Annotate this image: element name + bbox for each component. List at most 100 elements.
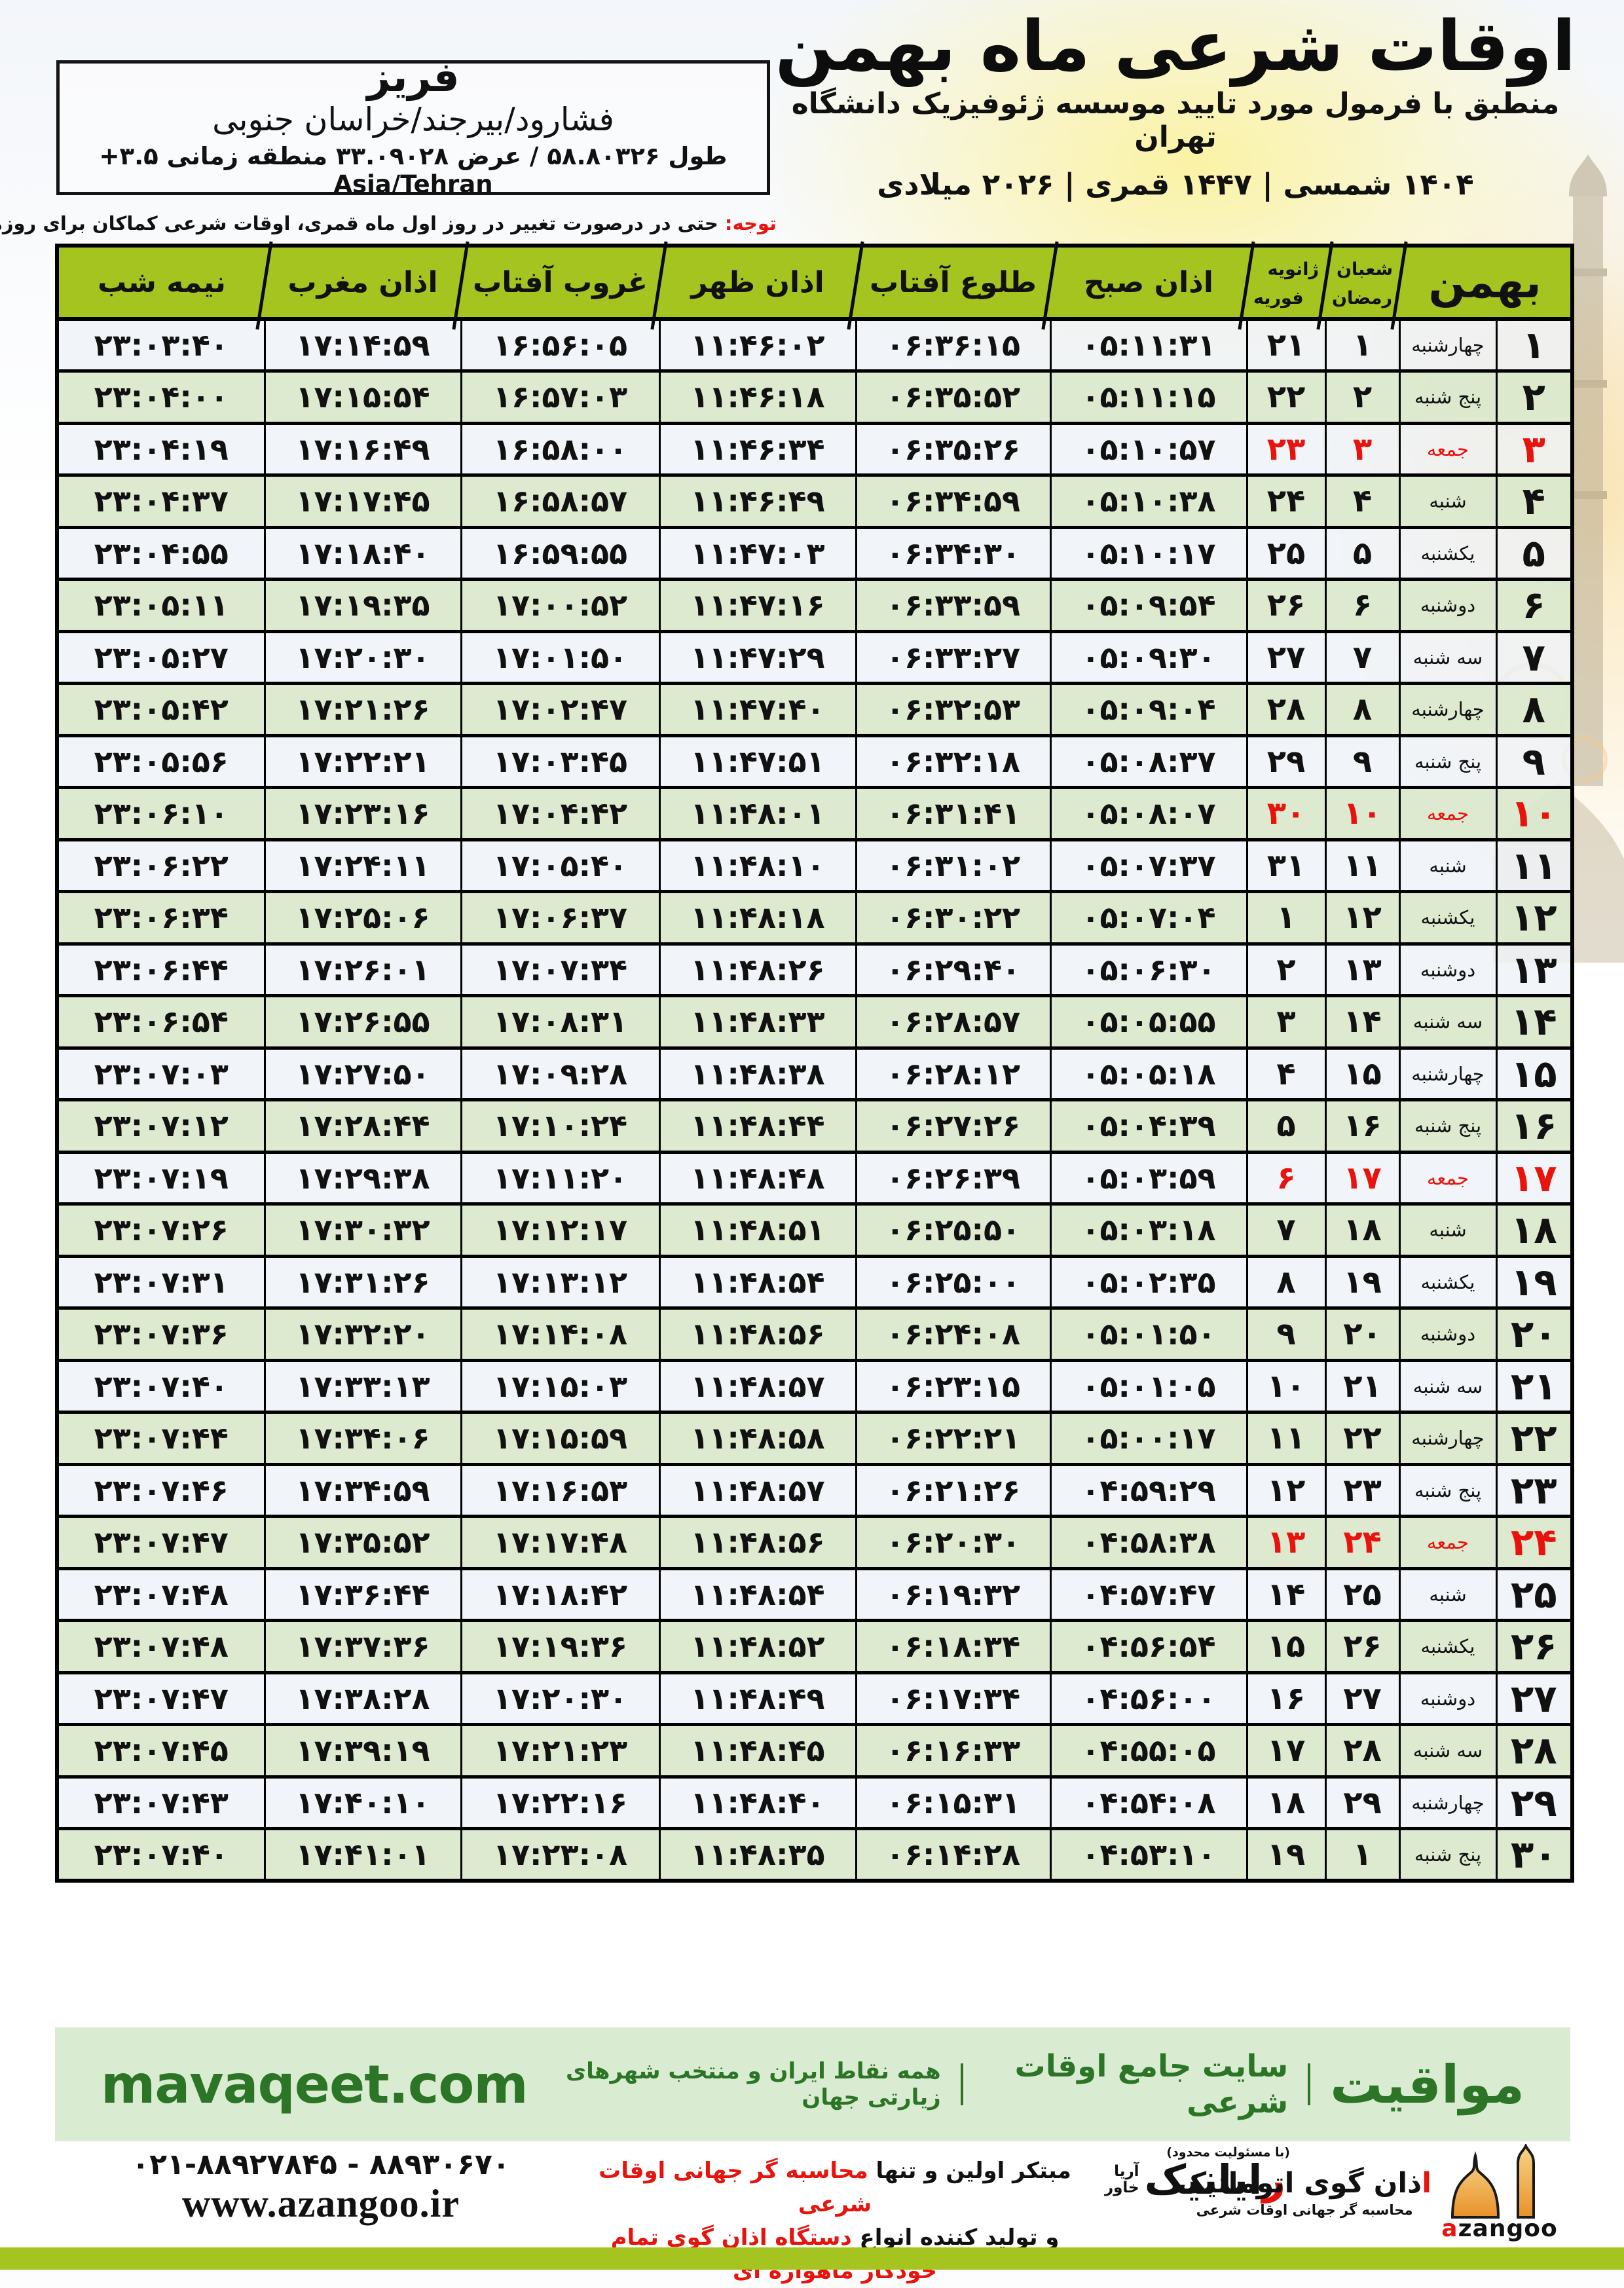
sunrise-time-cell: ۰۶:۲۶:۳۹ [855,1150,1052,1206]
table-row: ۲۷ دوشنبه ۲۷ ۱۶ ۰۴:۵۶:۰۰ ۰۶:۱۷:۳۴ ۱۱:۴۸:… [56,1670,1574,1726]
bahman-day-cell: ۶ [1495,578,1574,633]
table-header: بهمن شعبان رمضان ژانویه فوریه اذان صبح ط… [57,241,1572,330]
midnight-time-cell: ۲۳:۰۷:۱۹ [56,1150,266,1206]
bahman-day-cell: ۲۶ [1495,1619,1574,1674]
midnight-time-cell: ۲۳:۰۷:۲۶ [56,1202,266,1258]
lunar-day-cell: ۲۳ [1324,1462,1401,1518]
fajr-time-cell: ۰۵:۰۷:۳۷ [1049,838,1248,893]
notice-text: حتی در درصورت تغییر در روز اول ماه قمری،… [0,212,718,234]
dhuhr-time-cell: ۱۱:۴۸:۱۰ [658,838,857,893]
sunrise-time-cell: ۰۶:۲۴:۰۸ [855,1306,1052,1362]
bahman-day-cell: ۴ [1495,473,1574,529]
midnight-time-cell: ۲۳:۰۷:۴۸ [56,1566,266,1622]
dhuhr-time-cell: ۱۱:۴۶:۳۴ [658,421,857,477]
bahman-day-cell: ۱۷ [1495,1150,1574,1206]
dhuhr-time-cell: ۱۱:۴۸:۴۵ [658,1723,857,1779]
column-header-month: بهمن [1390,241,1572,330]
midnight-time-cell: ۲۳:۰۷:۱۲ [56,1098,266,1154]
location-box: فریز فشارود/بیرجند/خراسان جنوبی طول ۵۸.۸… [56,53,770,198]
maghrib-time-cell: ۱۷:۲۲:۲۱ [263,733,462,789]
midnight-time-cell: ۲۳:۰۷:۴۶ [56,1462,266,1518]
gregorian-day-cell: ۱ [1246,890,1327,946]
fajr-time-cell: ۰۵:۰۱:۰۵ [1049,1358,1248,1414]
fajr-time-cell: ۰۴:۵۶:۵۴ [1049,1619,1248,1674]
fajr-time-cell: ۰۵:۰۹:۵۴ [1049,578,1248,633]
times-table-body: ۱ چهارشنبه ۱ ۲۱ ۰۵:۱۱:۳۱ ۰۶:۳۶:۱۵ ۱۱:۴۶:… [56,317,1574,1883]
sunset-time-cell: ۱۷:۲۲:۱۶ [460,1775,661,1830]
maghrib-time-cell: ۱۷:۳۱:۲۶ [263,1254,462,1310]
sunset-time-cell: ۱۷:۱۹:۳۶ [460,1619,661,1674]
bahman-day-cell: ۲۹ [1495,1775,1574,1830]
sunset-time-cell: ۱۷:۰۴:۴۲ [460,786,661,841]
fajr-time-cell: ۰۵:۱۰:۱۷ [1049,525,1248,581]
sunset-time-cell: ۱۷:۱۴:۰۸ [460,1306,661,1362]
gregorian-day-cell: ۱۲ [1246,1462,1327,1518]
gregorian-day-cell: ۲۸ [1246,682,1327,737]
rayanik-wordmark: رایانیک [1144,2156,1286,2204]
description-line-1: مبتکر اولین و تنها محاسبه گر جهانی اوقات… [599,2158,1071,2217]
weekday-cell: چهارشنبه [1398,1411,1498,1466]
mavaqeet-url: mavaqeet.com [101,2054,528,2115]
sunrise-time-cell: ۰۶:۲۵:۵۰ [855,1202,1052,1258]
maghrib-time-cell: ۱۷:۲۰:۳۰ [263,629,462,685]
lunar-day-cell: ۲۶ [1324,1619,1401,1674]
table-row: ۳۰ پنج شنبه ۱ ۱۹ ۰۴:۵۳:۱۰ ۰۶:۱۴:۲۸ ۱۱:۴۸… [56,1827,1574,1883]
sunset-time-cell: ۱۷:۱۶:۵۳ [460,1462,661,1518]
table-row: ۲۶ یکشنبه ۲۶ ۱۵ ۰۴:۵۶:۵۴ ۰۶:۱۸:۳۴ ۱۱:۴۸:… [56,1619,1574,1674]
weekday-cell: پنج شنبه [1398,1827,1498,1883]
fajr-time-cell: ۰۵:۱۰:۳۸ [1049,473,1248,529]
gregorian-day-cell: ۹ [1246,1306,1327,1362]
sunrise-time-cell: ۰۶:۳۶:۱۵ [855,317,1052,373]
table-row: ۱۲ یکشنبه ۱۲ ۱ ۰۵:۰۷:۰۴ ۰۶:۳۰:۲۲ ۱۱:۴۸:۱… [56,890,1574,946]
midnight-time-cell: ۲۳:۰۵:۵۶ [56,733,266,789]
azangoo-website-url: www.azangoo.ir [182,2182,460,2225]
maghrib-time-cell: ۱۷:۲۸:۴۴ [263,1098,462,1154]
weekday-cell: سه شنبه [1398,1723,1498,1779]
bahman-day-cell: ۱۳ [1495,942,1574,997]
weekday-cell: چهارشنبه [1398,317,1498,373]
weekday-cell: دوشنبه [1398,1306,1498,1362]
azangoo-persian-wordmark: اذان گوی اتوماتیک [1177,2167,1431,2200]
lunar-day-cell: ۲۴ [1324,1515,1401,1570]
maghrib-time-cell: ۱۷:۳۶:۴۴ [263,1566,462,1622]
table-row: ۱۳ دوشنبه ۱۳ ۲ ۰۵:۰۶:۳۰ ۰۶:۲۹:۴۰ ۱۱:۴۸:۲… [56,942,1574,997]
table-row: ۳ جمعه ۳ ۲۳ ۰۵:۱۰:۵۷ ۰۶:۳۵:۲۶ ۱۱:۴۶:۳۴ ۱… [56,421,1574,477]
dhuhr-time-cell: ۱۱:۴۸:۵۸ [658,1411,857,1466]
lunar-day-cell: ۱۴ [1324,994,1401,1050]
weekday-cell: شنبه [1398,1566,1498,1622]
dhuhr-time-cell: ۱۱:۴۸:۵۶ [658,1306,857,1362]
midnight-time-cell: ۲۳:۰۴:۳۷ [56,473,266,529]
weekday-cell: جمعه [1398,421,1498,477]
lunar-day-cell: ۱ [1324,317,1401,373]
mavaqeet-banner: مواقیت سایت جامع اوقات شرعی همه نقاط ایر… [55,2027,1570,2141]
bahman-day-cell: ۱۸ [1495,1202,1574,1258]
company-description: مبتکر اولین و تنها محاسبه گر جهانی اوقات… [576,2154,1094,2288]
sunrise-time-cell: ۰۶:۳۴:۳۰ [855,525,1052,581]
sunrise-time-cell: ۰۶:۳۰:۲۲ [855,890,1052,946]
weekday-cell: دوشنبه [1398,578,1498,633]
maghrib-time-cell: ۱۷:۳۴:۰۶ [263,1411,462,1466]
bahman-day-cell: ۲۲ [1495,1411,1574,1466]
fajr-time-cell: ۰۵:۰۵:۱۸ [1049,1046,1248,1101]
location-city: فریز [367,53,460,101]
gregorian-day-cell: ۱۶ [1246,1670,1327,1726]
dhuhr-time-cell: ۱۱:۴۸:۰۱ [658,786,857,841]
weekday-cell: پنج شنبه [1398,1098,1498,1154]
gregorian-day-cell: ۲۶ [1246,578,1327,633]
weekday-cell: سه شنبه [1398,629,1498,685]
table-row: ۱۷ جمعه ۱۷ ۶ ۰۵:۰۳:۵۹ ۰۶:۲۶:۳۹ ۱۱:۴۸:۴۸ … [56,1150,1574,1206]
maghrib-time-cell: ۱۷:۲۹:۳۸ [263,1150,462,1206]
gregorian-day-cell: ۱۴ [1246,1566,1327,1622]
weekday-cell: دوشنبه [1398,1670,1498,1726]
lunar-day-cell: ۱ [1324,1827,1401,1883]
sunset-time-cell: ۱۷:۲۱:۲۳ [460,1723,661,1779]
lunar-day-cell: ۱۷ [1324,1150,1401,1206]
column-header-maghrib: اذان مغرب [255,241,461,330]
midnight-time-cell: ۲۳:۰۷:۴۴ [56,1411,266,1466]
maghrib-time-cell: ۱۷:۳۳:۱۳ [263,1358,462,1414]
bahman-day-cell: ۵ [1495,525,1574,581]
weekday-cell: دوشنبه [1398,942,1498,997]
dhuhr-time-cell: ۱۱:۴۸:۴۰ [658,1775,857,1830]
bahman-day-cell: ۲۷ [1495,1670,1574,1726]
sunset-time-cell: ۱۶:۵۸:۵۷ [460,473,661,529]
